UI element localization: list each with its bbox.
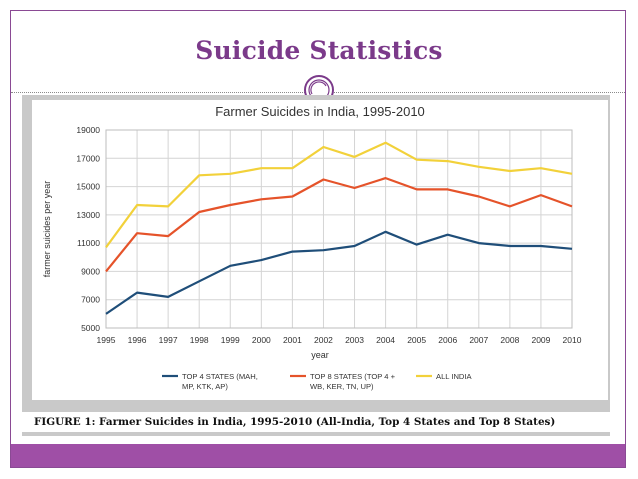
y-axis-label: farmer suicides per year xyxy=(42,181,52,278)
y-tick-label: 13000 xyxy=(76,210,100,220)
x-tick-label: 2009 xyxy=(531,335,550,345)
x-axis-label: year xyxy=(311,350,329,360)
series-line-1 xyxy=(105,230,573,315)
x-tick-label: 1997 xyxy=(159,335,178,345)
x-tick-label: 1995 xyxy=(97,335,116,345)
x-tick-label: 2006 xyxy=(438,335,457,345)
x-tick-label: 2001 xyxy=(283,335,302,345)
x-tick-label: 2000 xyxy=(252,335,271,345)
line-chart: Farmer Suicides in India, 1995-2010 5000 7… xyxy=(42,104,582,391)
y-tick-label: 15000 xyxy=(76,182,100,192)
legend-label-1: MP, KTK, AP) xyxy=(182,382,228,391)
chart-title: Farmer Suicides in India, 1995-2010 xyxy=(215,104,425,119)
x-tick-label: 2008 xyxy=(500,335,519,345)
x-tick-label: 2007 xyxy=(469,335,488,345)
x-tick-label: 2003 xyxy=(345,335,364,345)
series-line-2 xyxy=(105,176,573,273)
x-tick-label: 2004 xyxy=(376,335,395,345)
legend-label-1: TOP 4 STATES (MAH, xyxy=(182,372,258,381)
chart-area: Farmer Suicides in India, 1995-2010 5000 7… xyxy=(32,100,608,400)
y-tick-label: 9000 xyxy=(81,266,100,276)
x-tick-label: 1996 xyxy=(128,335,147,345)
y-tick-label: 5000 xyxy=(81,323,100,333)
caption-text: FIGURE 1: Farmer Suicides in India, 1995… xyxy=(34,416,556,428)
x-tick-label: 1998 xyxy=(190,335,209,345)
plot-border xyxy=(105,129,573,329)
legend-label-2: TOP 8 STATES (TOP 4 + xyxy=(310,372,396,381)
x-tick-label: 2010 xyxy=(563,335,582,345)
y-tick-label: 19000 xyxy=(76,125,100,135)
figure-caption: FIGURE 1: Farmer Suicides in India, 1995… xyxy=(22,412,610,432)
y-tick-label: 17000 xyxy=(76,153,100,163)
x-tick-label: 1999 xyxy=(221,335,240,345)
x-tick-label: 2002 xyxy=(314,335,333,345)
legend-label-2: WB, KER, TN, UP) xyxy=(310,382,374,391)
y-tick-label: 11000 xyxy=(77,238,100,248)
slide-title: Suicide Statistics xyxy=(195,36,443,65)
series-line-3 xyxy=(105,141,573,249)
footer-bar xyxy=(11,444,625,467)
y-tick-label: 7000 xyxy=(81,295,100,305)
x-tick-label: 2005 xyxy=(407,335,426,345)
legend-label-3: ALL INDIA xyxy=(436,372,473,381)
